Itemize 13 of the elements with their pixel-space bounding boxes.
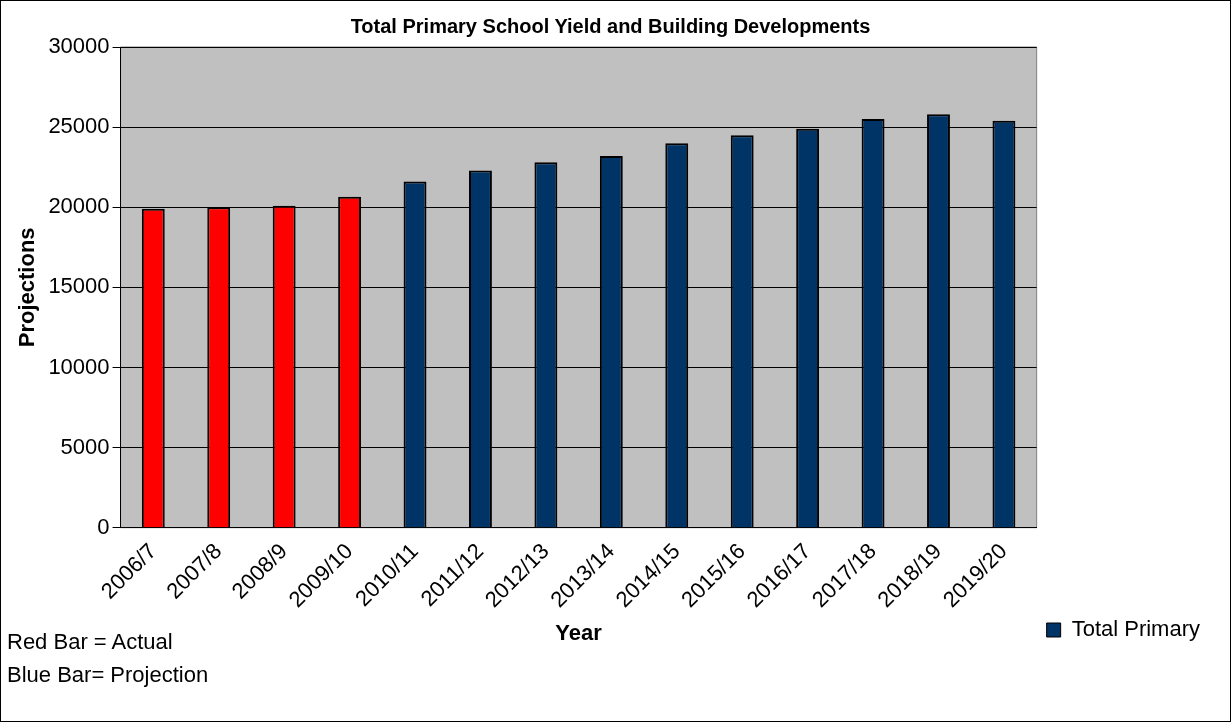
y-tick-label: 20000 <box>48 193 110 219</box>
chart-title: Total Primary School Yield and Building Developments <box>350 14 871 37</box>
text: Red Bar = Actual <box>7 628 174 656</box>
y-tick-label: 25000 <box>48 113 110 139</box>
y-tick-label: 30000 <box>48 33 110 59</box>
x-axis-title: Year <box>555 619 603 645</box>
y-tick-label: 5000 <box>60 433 110 459</box>
y-tick-label: 10000 <box>48 353 110 379</box>
y-tick-label: 15000 <box>48 273 110 299</box>
text: Blue Bar= Projection <box>7 661 209 689</box>
legend-label: Total Primary <box>1071 616 1200 642</box>
y-axis-title: Projections <box>14 227 40 348</box>
y-tick-label: 0 <box>97 513 110 539</box>
